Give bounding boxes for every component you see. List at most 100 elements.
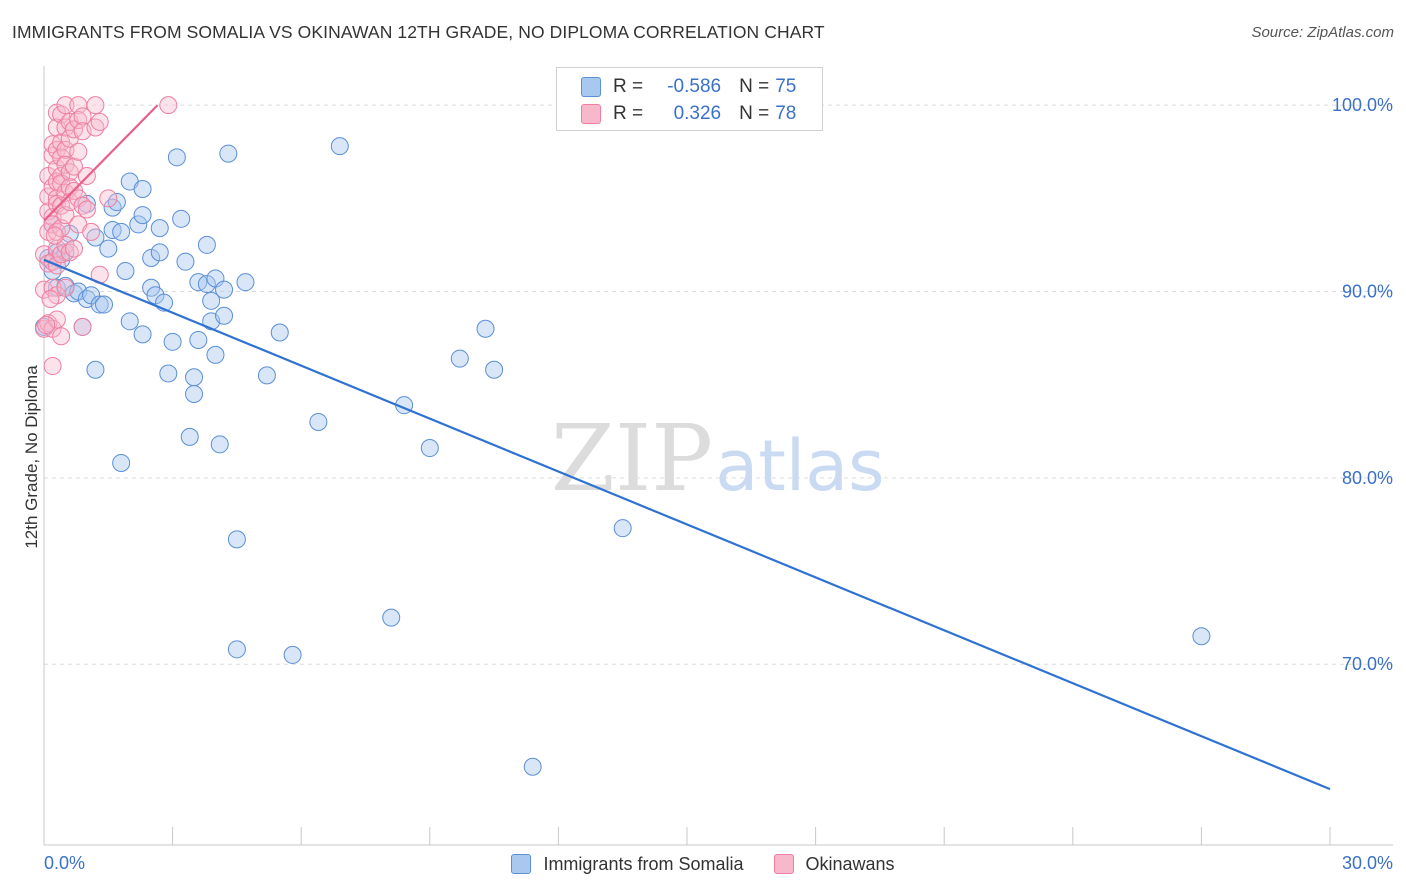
source-label: Source: ZipAtlas.com	[1251, 24, 1394, 41]
data-point-okinawans	[52, 327, 71, 346]
data-point-okinawans	[86, 96, 105, 115]
data-point-okinawans	[77, 200, 96, 219]
legend-r-value: 0.326	[673, 103, 722, 124]
legend-row-somalia: R = -0.586 N = 75	[581, 74, 796, 100]
data-point-somalia	[202, 291, 221, 310]
legend-item-okinawans[interactable]: Okinawans	[773, 853, 895, 875]
data-point-somalia	[210, 435, 229, 454]
data-point-somalia	[270, 323, 289, 342]
data-point-somalia	[112, 453, 131, 472]
trend-lines	[43, 104, 1331, 791]
data-point-somalia	[227, 640, 246, 659]
gridlines	[44, 104, 1393, 665]
legend-row-okinawans: R = 0.326 N = 78	[581, 101, 796, 127]
legend-item-somalia[interactable]: Immigrants from Somalia	[511, 853, 744, 875]
data-point-okinawans	[65, 239, 84, 258]
data-point-somalia	[159, 364, 178, 383]
x-tick-label: 0.0%	[44, 853, 85, 873]
data-point-somalia	[95, 295, 114, 314]
data-point-okinawans	[47, 310, 66, 329]
legend-r-value: -0.586	[667, 76, 722, 97]
legend-swatch-pink	[773, 854, 794, 874]
data-point-somalia	[197, 275, 216, 294]
legend-label-okinawans: Okinawans	[805, 853, 895, 874]
correlation-legend: R = -0.586 N = 75 R = 0.326 N = 78	[556, 67, 823, 131]
y-tick-label: 70.0%	[1342, 654, 1393, 674]
data-point-somalia	[257, 366, 276, 385]
data-point-okinawans	[65, 157, 84, 176]
legend-n-label: N =	[739, 76, 770, 97]
series-okinawans-points	[35, 96, 178, 376]
trend-line-somalia	[43, 258, 1331, 791]
y-tick-label: 80.0%	[1342, 468, 1393, 488]
data-point-okinawans	[82, 222, 101, 241]
data-point-somalia	[485, 360, 504, 379]
data-point-somalia	[120, 312, 139, 331]
legend-n-value: 78	[775, 103, 797, 124]
legend-r-label: R =	[613, 76, 644, 97]
data-point-okinawans	[73, 317, 92, 336]
watermark-atlas: atlas	[715, 425, 884, 507]
data-point-somalia	[133, 180, 152, 198]
data-point-somalia	[112, 222, 131, 241]
data-point-somalia	[1192, 627, 1211, 646]
data-point-somalia	[133, 206, 152, 225]
data-point-somalia	[197, 235, 216, 254]
data-point-somalia	[86, 360, 105, 379]
data-point-okinawans	[41, 289, 60, 308]
series-legend: Immigrants from Somalia Okinawans	[0, 850, 1406, 878]
data-point-somalia	[176, 252, 195, 271]
data-point-okinawans	[45, 226, 64, 245]
x-tick-label: 30.0%	[1342, 853, 1393, 873]
legend-label-somalia: Immigrants from Somalia	[543, 853, 744, 874]
legend-swatch-pink	[581, 104, 601, 124]
data-point-somalia	[420, 439, 439, 458]
data-point-somalia	[219, 144, 238, 163]
data-point-somalia	[523, 757, 542, 776]
data-point-somalia	[172, 209, 191, 228]
data-point-somalia	[129, 215, 148, 234]
data-point-somalia	[236, 273, 255, 292]
data-point-somalia	[215, 306, 234, 325]
data-point-okinawans	[90, 112, 109, 131]
data-point-somalia	[309, 412, 328, 431]
tick-labels: 100.0% 90.0% 80.0% 70.0% 0.0% 30.0%	[44, 95, 1393, 873]
data-point-somalia	[180, 427, 199, 446]
data-point-somalia	[116, 262, 135, 280]
series-somalia-points	[35, 137, 1211, 776]
trend-line-okinawans	[43, 104, 159, 222]
data-point-somalia	[185, 368, 204, 387]
data-point-okinawans	[73, 107, 92, 126]
data-point-somalia	[107, 193, 126, 212]
axes	[43, 66, 1393, 846]
data-point-somalia	[476, 319, 495, 338]
data-point-okinawans	[159, 96, 178, 115]
data-point-okinawans	[69, 142, 88, 161]
data-point-somalia	[167, 148, 186, 167]
data-point-somalia	[330, 137, 349, 156]
data-point-somalia	[283, 645, 302, 664]
data-point-somalia	[150, 219, 169, 238]
data-point-okinawans	[56, 96, 75, 115]
data-point-somalia	[450, 349, 469, 368]
chart-title: IMMIGRANTS FROM SOMALIA VS OKINAWAN 12TH…	[12, 22, 825, 42]
data-point-okinawans	[37, 316, 56, 335]
data-point-somalia	[206, 345, 225, 364]
legend-swatch-blue	[581, 77, 601, 97]
data-point-okinawans	[43, 357, 62, 376]
data-point-somalia	[133, 325, 152, 344]
data-point-somalia	[382, 608, 401, 627]
data-point-somalia	[90, 295, 109, 314]
data-point-okinawans	[99, 189, 118, 208]
y-tick-label: 90.0%	[1342, 282, 1393, 302]
legend-swatch-blue	[511, 854, 532, 874]
data-point-somalia	[185, 385, 204, 403]
legend-n-label: N =	[739, 103, 770, 124]
y-tick-label: 100.0%	[1332, 95, 1393, 115]
data-point-somalia	[215, 280, 234, 299]
data-point-somalia	[227, 530, 246, 549]
data-point-somalia	[163, 332, 182, 351]
legend-n-value: 75	[775, 76, 797, 97]
legend-r-label: R =	[613, 103, 644, 124]
